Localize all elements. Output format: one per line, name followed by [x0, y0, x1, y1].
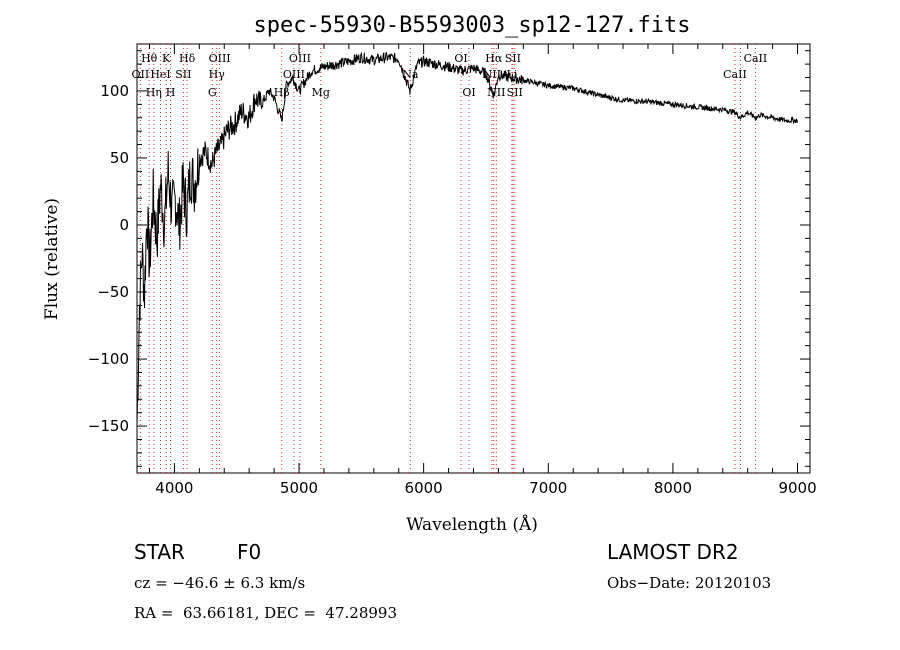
x-tick-label: 8000: [654, 479, 692, 497]
y-tick-label: 50: [110, 149, 129, 167]
chart-title: spec-55930-B5593003_sp12-127.fits: [253, 13, 690, 38]
spectral-line-label: OII: [132, 68, 150, 81]
spectral-line-label: SII: [175, 68, 191, 81]
object-class-label: STAR: [134, 540, 185, 564]
spectral-line-label: OI: [462, 86, 475, 99]
spectral-line-label: OIII: [283, 68, 305, 81]
spectral-line-label: Na: [402, 68, 419, 81]
spectral-line-label: Mg: [312, 86, 330, 99]
spectral-line-label: SII: [505, 52, 521, 65]
spectral-line-label: Hη: [146, 86, 162, 99]
spectral-line-label: HeI: [150, 68, 170, 81]
coordinates-label: RA = 63.66181, DEC = 47.28993: [134, 604, 398, 622]
spectral-line-label: SII: [507, 86, 523, 99]
spectral-line-labels: Hθ OII Hη K HeI SII H Hδ OIII Hγ G OIII OIII Hβ Mg Na OI…: [132, 52, 768, 99]
y-tick-label: −50: [97, 283, 129, 301]
y-tick-label: −100: [88, 350, 129, 368]
spectral-line-label: Hγ: [209, 68, 226, 81]
spectral-line-label: OI: [454, 52, 467, 65]
spectral-line-label: Hα: [485, 52, 503, 65]
x-axis-label: Wavelength (Å): [406, 514, 538, 535]
spectral-line-markers: [139, 44, 756, 473]
spectral-line-label: NII: [487, 86, 505, 99]
obs-date-label: Obs−Date: 20120103: [607, 574, 772, 592]
spectrum-line: [137, 51, 798, 427]
spectral-line-label: OIII: [209, 52, 231, 65]
x-tick-label: 9000: [778, 479, 816, 497]
spectral-line-label: K: [162, 52, 171, 65]
spectrum-chart: spec-55930-B5593003_sp12-127.fits 4000 50…: [42, 13, 817, 535]
redshift-label: cz = −46.6 ± 6.3 km/s: [134, 574, 306, 592]
x-tick-label: 6000: [405, 479, 443, 497]
survey-label: LAMOST DR2: [607, 540, 739, 564]
y-tick-label: 100: [100, 82, 129, 100]
spectral-line-label: OIII: [289, 52, 311, 65]
spectral-line-label: G: [208, 86, 217, 99]
x-tick-label: 5000: [280, 479, 318, 497]
spectral-line-label: Hθ: [141, 52, 158, 65]
spectral-line-label: CaII: [744, 52, 768, 65]
y-tick-label: 0: [119, 216, 129, 234]
y-tick-label: −150: [88, 417, 129, 435]
spectral-line-label: NII: [483, 68, 501, 81]
spectral-line-label: H: [166, 86, 176, 99]
object-subclass-label: F0: [237, 540, 262, 564]
spectral-line-label: Hδ: [179, 52, 196, 65]
spectral-line-label: Li: [506, 68, 517, 81]
spectral-line-label: CaII: [723, 68, 747, 81]
x-tick-label: 4000: [155, 479, 193, 497]
y-axis-label: Flux (relative): [42, 198, 62, 320]
spectral-line-label: Hβ: [274, 86, 290, 99]
plot-area: 4000 5000 6000 7000 8000 9000 −150 −100 −50 0 50 10…: [88, 43, 817, 497]
x-tick-label: 7000: [529, 479, 567, 497]
